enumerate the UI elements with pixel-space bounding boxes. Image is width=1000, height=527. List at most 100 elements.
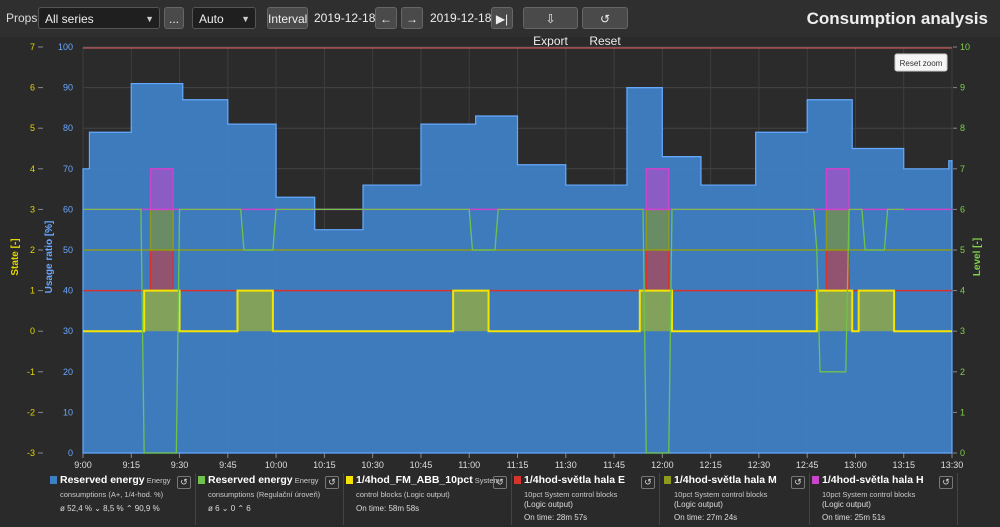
reset-series-icon[interactable]: ↺ (641, 476, 655, 489)
legend-title-text: 1/4hod-světla hala E (524, 474, 625, 486)
reset-series-icon[interactable]: ↺ (939, 476, 953, 489)
legend-title-text: 1/4hod-světla hala M (674, 474, 777, 486)
legend-swatch (664, 476, 671, 484)
arrow-left-icon: ← (380, 12, 392, 26)
x-tick-label: 12:00 (651, 460, 674, 470)
legend-line: (Logic output) (674, 500, 723, 509)
legend-line: consumptions (A+, 1/4-hod. %) (60, 490, 164, 499)
legend-title: 1/4hod-světla hala H (822, 474, 924, 486)
state-tick-label: 1 (30, 286, 35, 296)
mode-select[interactable]: Auto ▼ (192, 7, 256, 29)
legend-item[interactable]: 1/4hod-světla hala H 10pct System control… (810, 473, 958, 525)
skip-end-icon: ▶| (495, 12, 509, 26)
legend-swatch (50, 476, 57, 484)
level-tick-label: 8 (960, 123, 965, 133)
arrow-right-icon: → (406, 12, 418, 26)
reset-series-icon[interactable]: ↺ (791, 476, 805, 489)
fm-fill (237, 290, 273, 332)
reset-zoom-label: Reset zoom (900, 59, 943, 68)
props-label: Props: (6, 11, 41, 25)
usage-tick-label: 70 (63, 164, 73, 174)
legend-line: (Logic output) (524, 500, 573, 509)
legend-stat: On time: 27m 24s (674, 513, 738, 522)
legend-stat: On time: 25m 51s (822, 513, 886, 522)
fm-line (83, 289, 952, 333)
x-tick-label: 9:15 (123, 460, 141, 470)
x-tick-label: 11:45 (603, 460, 625, 470)
legend-title-small: Energy (144, 476, 171, 485)
legend-item[interactable]: Reserved energy Energy consumptions (Regu… (196, 473, 344, 525)
state-tick-label: -1 (27, 367, 35, 377)
x-tick-label: 9:30 (171, 460, 189, 470)
legend-item[interactable]: 1/4hod_FM_ABB_10pct System control blocks… (344, 473, 512, 525)
x-tick-label: 11:00 (458, 460, 480, 470)
x-tick-label: 9:45 (219, 460, 237, 470)
level-tick-label: 0 (960, 448, 965, 458)
reset-series-icon[interactable]: ↺ (177, 476, 191, 489)
reset-series-icon[interactable]: ↺ (493, 476, 507, 489)
x-tick-label: 10:00 (265, 460, 288, 470)
series-pulse (149, 249, 174, 292)
legend-title: 1/4hod_FM_ABB_10pct System (356, 474, 500, 486)
prev-button[interactable]: ← (375, 7, 397, 29)
state-tick-label: 3 (30, 204, 35, 214)
legend-line: 10pct System control blocks (524, 490, 618, 499)
level-tick-label: 1 (960, 407, 965, 417)
props-select-value: All series (45, 12, 94, 26)
chevron-down-icon: ▼ (241, 14, 250, 24)
legend-swatch (514, 476, 521, 484)
export-button[interactable]: ⇩ Export (523, 7, 578, 48)
props-select[interactable]: All series ▼ (38, 7, 160, 29)
level-tick-label: 7 (960, 164, 965, 174)
download-icon: ⇩ (545, 12, 556, 26)
legend-item[interactable]: 1/4hod-světla hala M 10pct System control… (662, 473, 810, 525)
legend-swatch (198, 476, 205, 484)
legend: Reserved energy Energy consumptions (A+, … (0, 470, 1000, 527)
reset-series-icon[interactable]: ↺ (325, 476, 339, 489)
legend-title-small: System (472, 476, 500, 485)
level-axis-title: Level [-] (972, 238, 983, 276)
legend-title-small: Energy (292, 476, 319, 485)
legend-line: ø 6 ⌄ 0 ⌃ 6 (208, 504, 251, 513)
level-tick-label: 10 (960, 42, 970, 52)
legend-line: ø 52,4 % ⌄ 8,5 % ⌃ 90,9 % (60, 504, 160, 513)
usage-tick-label: 20 (63, 367, 73, 377)
legend-swatch (812, 476, 819, 484)
next-button[interactable]: → (401, 7, 423, 29)
x-tick-label: 9:00 (74, 460, 92, 470)
interval-button[interactable]: Interval (267, 7, 308, 29)
series-pulse (645, 208, 670, 251)
legend-title: 1/4hod-světla hala E (524, 474, 625, 486)
reset-button[interactable]: ↺ Reset (582, 7, 628, 48)
state-tick-label: 0 (30, 326, 35, 336)
date-from[interactable]: 2019-12-18 (314, 11, 376, 25)
legend-stat: On time: 28m 57s (524, 513, 588, 522)
legend-item[interactable]: 1/4hod-světla hala E 10pct System control… (512, 473, 660, 525)
reset-zoom-button[interactable]: Reset zoom (894, 53, 948, 72)
x-tick-label: 13:00 (844, 460, 867, 470)
legend-title-text: Reserved energy (60, 474, 145, 486)
usage-tick-label: 40 (63, 286, 73, 296)
usage-tick-label: 60 (63, 204, 73, 214)
legend-title: Reserved energy Energy (208, 474, 319, 486)
date-to[interactable]: 2019-12-18 (430, 11, 492, 25)
state-tick-label: 4 (30, 164, 35, 174)
series-pulse (825, 208, 850, 251)
level-tick-label: 5 (960, 245, 965, 255)
legend-item[interactable]: Reserved energy Energy consumptions (A+, … (48, 473, 196, 525)
legend-title: 1/4hod-světla hala M (674, 474, 777, 486)
state-tick-label: -3 (27, 448, 35, 458)
x-tick-label: 12:30 (748, 460, 771, 470)
consumption-chart[interactable]: 76543210-1-2-310090807060504030201001098… (0, 37, 1000, 470)
state-tick-label: 6 (30, 83, 35, 93)
x-tick-label: 13:15 (892, 460, 915, 470)
fm-fill (453, 290, 489, 332)
legend-swatch (346, 476, 353, 484)
fm-fill (858, 290, 895, 332)
legend-title-text: 1/4hod_FM_ABB_10pct (356, 474, 473, 486)
state-tick-label: 2 (30, 245, 35, 255)
reset-zoom-bg (894, 53, 948, 72)
usage-area (82, 82, 953, 454)
skip-end-button[interactable]: ▶| (491, 7, 513, 29)
more-button[interactable]: ... (164, 7, 184, 29)
